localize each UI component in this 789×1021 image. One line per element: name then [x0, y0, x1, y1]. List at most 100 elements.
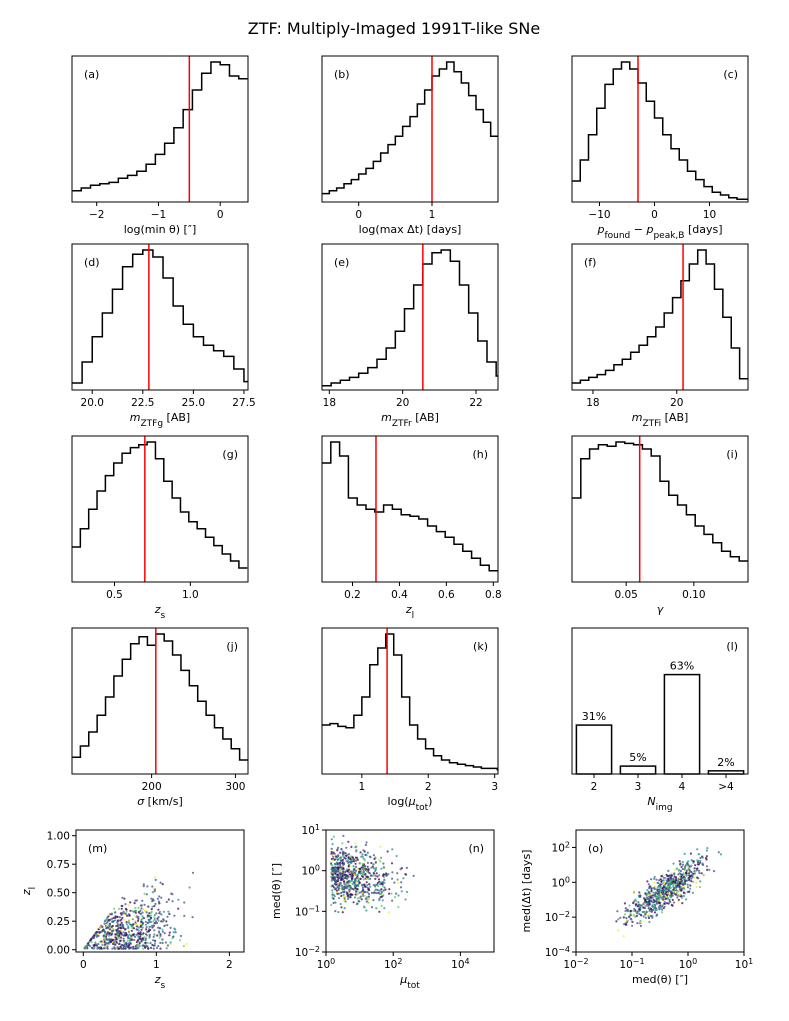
scatter-point	[95, 934, 98, 937]
scatter-point	[127, 904, 130, 907]
panel-j: 200 300 σ [km/s] (j)	[71, 627, 249, 808]
scatter-point	[350, 887, 353, 890]
x-tick-label-e: 20	[396, 397, 409, 409]
scatter-point	[353, 873, 356, 876]
scatter-point	[177, 898, 180, 901]
panel-h: 0.2 0.4 0.6 0.8 zl (h)	[321, 435, 502, 621]
panel-f: 18 20 mZTFi [AB] (f)	[571, 243, 749, 429]
scatter-point	[656, 888, 659, 891]
scatter-point	[356, 877, 359, 880]
x-axis-label-n: μtot	[399, 973, 420, 991]
scatter-point	[360, 855, 363, 858]
panel-g: 0.5 1.0 zs (g)	[71, 435, 249, 621]
scatter-point	[660, 905, 664, 908]
scatter-point	[631, 924, 634, 927]
scatter-point	[393, 896, 397, 899]
scatter-point	[362, 857, 365, 860]
scatter-point	[676, 896, 679, 899]
scatter-point	[174, 928, 177, 931]
scatter-point	[653, 906, 656, 910]
panel-m: 0 1 2 0.00 0.25 0.50 0.75 1.00 zs zl (m)	[20, 829, 245, 991]
scatter-point	[686, 883, 689, 886]
scatter-point	[637, 904, 640, 907]
scatter-point	[342, 864, 345, 867]
scatter-point	[337, 846, 340, 849]
scatter-point	[329, 862, 333, 865]
scatter-point	[356, 892, 359, 895]
scatter-point	[151, 900, 154, 903]
figure-title: ZTF: Multiply-Imaged 1991T-like SNe	[248, 19, 540, 38]
scatter-point	[148, 936, 151, 939]
scatter-point	[347, 868, 351, 871]
bar-value-label: 31%	[582, 710, 606, 723]
scatter-point	[372, 884, 375, 887]
scatter-point	[365, 868, 368, 871]
scatter-point	[638, 912, 641, 916]
x-tick-label-d: 25.0	[182, 397, 205, 409]
scatter-point	[123, 897, 126, 900]
scatter-point	[334, 910, 337, 913]
x-axis-label-d: mZTFg [AB]	[130, 411, 190, 429]
x-axis-label-i: γ	[657, 603, 664, 616]
panel-label-e: (e)	[334, 256, 349, 269]
scatter-point	[94, 941, 97, 944]
scatter-point	[331, 876, 334, 880]
scatter-point	[188, 886, 191, 889]
scatter-point	[86, 944, 89, 947]
scatter-point	[108, 939, 111, 942]
scatter-point	[341, 860, 344, 863]
scatter-point	[144, 941, 147, 944]
x-tick-label-h: 0.6	[438, 589, 455, 601]
scatter-point	[347, 879, 350, 882]
scatter-point	[378, 874, 381, 877]
scatter-point	[168, 934, 171, 937]
x-axis-label-e: mZTFr [AB]	[381, 411, 439, 429]
histogram-b	[322, 61, 498, 195]
scatter-point	[674, 879, 678, 882]
scatter-point	[344, 900, 347, 903]
scatter-point	[359, 851, 362, 854]
scatter-point	[349, 893, 352, 896]
scatter-point	[109, 928, 112, 931]
scatter-point	[666, 886, 669, 889]
scatter-point	[341, 842, 344, 845]
scatter-point	[673, 872, 676, 875]
scatter-point	[119, 926, 122, 930]
bar-l	[619, 765, 657, 775]
scatter-point	[368, 889, 371, 892]
scatter-point	[712, 870, 716, 873]
scatter-point	[370, 866, 373, 869]
scatter-point	[138, 937, 141, 940]
scatter-point	[137, 906, 140, 910]
scatter-point	[339, 902, 342, 906]
scatter-point	[349, 895, 352, 898]
scatter-point	[159, 881, 162, 884]
scatter-point	[135, 928, 138, 931]
scatter-point	[340, 848, 343, 851]
scatter-point	[157, 916, 160, 919]
scatter-point	[124, 903, 127, 906]
scatter-point	[333, 858, 337, 861]
scatter-point	[682, 891, 686, 894]
x-tick-label-a: 0	[217, 209, 224, 221]
scatter-point	[363, 859, 367, 862]
scatter-point	[670, 872, 673, 875]
scatter-point	[396, 878, 399, 881]
scatter-point	[336, 848, 339, 851]
scatter-point	[345, 887, 348, 890]
scatter-point	[365, 854, 368, 857]
scatter-point	[104, 933, 107, 936]
scatter-point	[151, 926, 154, 929]
panel-label-g: (g)	[222, 448, 238, 461]
scatter-point	[330, 850, 333, 854]
scatter-point	[673, 880, 676, 884]
scatter-point	[360, 884, 364, 887]
scatter-point	[717, 851, 720, 854]
scatter-point	[375, 872, 378, 875]
scatter-point	[629, 910, 632, 913]
scatter-point	[158, 895, 161, 898]
scatter-point	[649, 896, 652, 899]
scatter-point	[638, 891, 641, 894]
scatter-point	[651, 915, 654, 918]
scatter-point	[378, 889, 381, 892]
